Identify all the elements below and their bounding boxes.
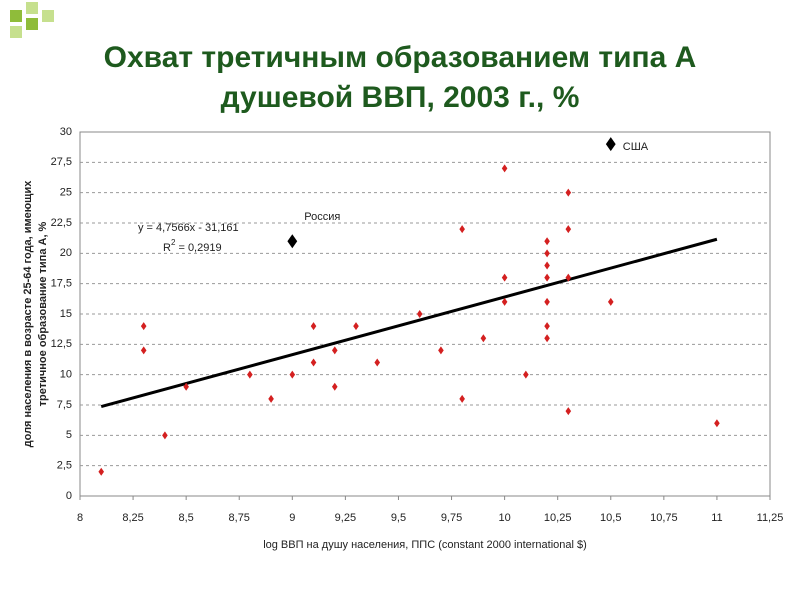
y-tick-label: 15 [60,308,72,320]
point [310,358,317,367]
point [544,322,550,331]
title: Охват третичным образованием типа А душев… [0,38,800,118]
point [523,370,529,379]
annotation: Россия [304,211,340,223]
y-tick-label: 12,5 [51,338,72,350]
y-tick-label: 0 [66,490,72,502]
x-tick-label: 11 [711,512,722,524]
point [353,322,359,331]
point [247,370,253,379]
point [416,310,423,318]
point [565,225,572,234]
y-tick-label: 30 [60,126,72,138]
point [565,407,572,416]
title-line: Охват третичным образованием типа А [103,41,697,74]
point [544,297,550,306]
point [544,249,550,258]
point [183,382,189,391]
point [140,322,147,331]
y-axis-title: третичное образование типа А, % [37,221,49,406]
point [544,261,550,270]
point [289,370,296,379]
x-tick-label: 9,25 [335,512,356,524]
point [480,334,487,343]
title-line: душевой ВВП, 2003 г., % [220,81,580,114]
y-axis-title: доля населения в возрасте 25-64 года, им… [22,180,34,448]
y-tick-label: 10 [60,369,72,381]
x-tick-label: 8 [77,512,83,524]
point [565,188,572,197]
point [438,346,444,355]
x-tick-label: 8,5 [179,512,194,524]
y-tick-label: 5 [66,429,72,441]
y-tick-label: 7,5 [57,399,72,411]
x-tick-label: 9,75 [441,512,462,524]
point [714,419,720,428]
x-tick-label: 10,25 [544,512,572,524]
point [565,273,572,282]
x-tick-label: 8,75 [229,512,250,524]
point [268,394,274,403]
point [607,297,614,306]
r-squared-base: R [163,242,171,254]
point [331,346,338,355]
r-squared: R2 = 0,2919 [163,238,222,254]
r-squared-power: 2 [171,238,176,247]
y-tick-label: 22,5 [51,217,72,229]
x-axis-title: log ВВП на душу населения, ППС (constant… [263,539,587,551]
y-tick-label: 17,5 [51,278,72,290]
point [374,358,381,367]
y-tick-label: 25 [60,187,72,199]
point [459,225,465,234]
x-tick-label: 10,75 [650,512,678,524]
point [501,164,508,173]
x-tick-label: 10,5 [600,512,621,524]
x-tick-label: 9 [289,512,295,524]
y-tick-label: 2,5 [57,460,72,472]
x-tick-label: 8,25 [122,512,143,524]
equation: y = 4,7566x - 31,161 [138,222,239,234]
trendline [100,237,718,409]
point [310,322,317,331]
x-tick-label: 11,25 [757,512,784,524]
point [162,431,168,440]
annotation: США [623,141,649,153]
point [544,237,550,246]
highlight-point [605,137,616,152]
point [140,346,147,355]
highlight-point [287,234,298,249]
point [544,334,550,343]
decoration [10,2,54,38]
x-tick-label: 10 [498,512,510,524]
x-tick-label: 9,5 [391,512,406,524]
point [331,382,338,391]
point [544,273,550,282]
y-tick-label: 20 [60,247,72,259]
point [501,297,508,306]
y-tick-label: 27,5 [51,156,72,168]
point [501,273,508,282]
r-squared-value: = 0,2919 [175,242,221,254]
point [459,394,465,403]
point [98,467,105,476]
